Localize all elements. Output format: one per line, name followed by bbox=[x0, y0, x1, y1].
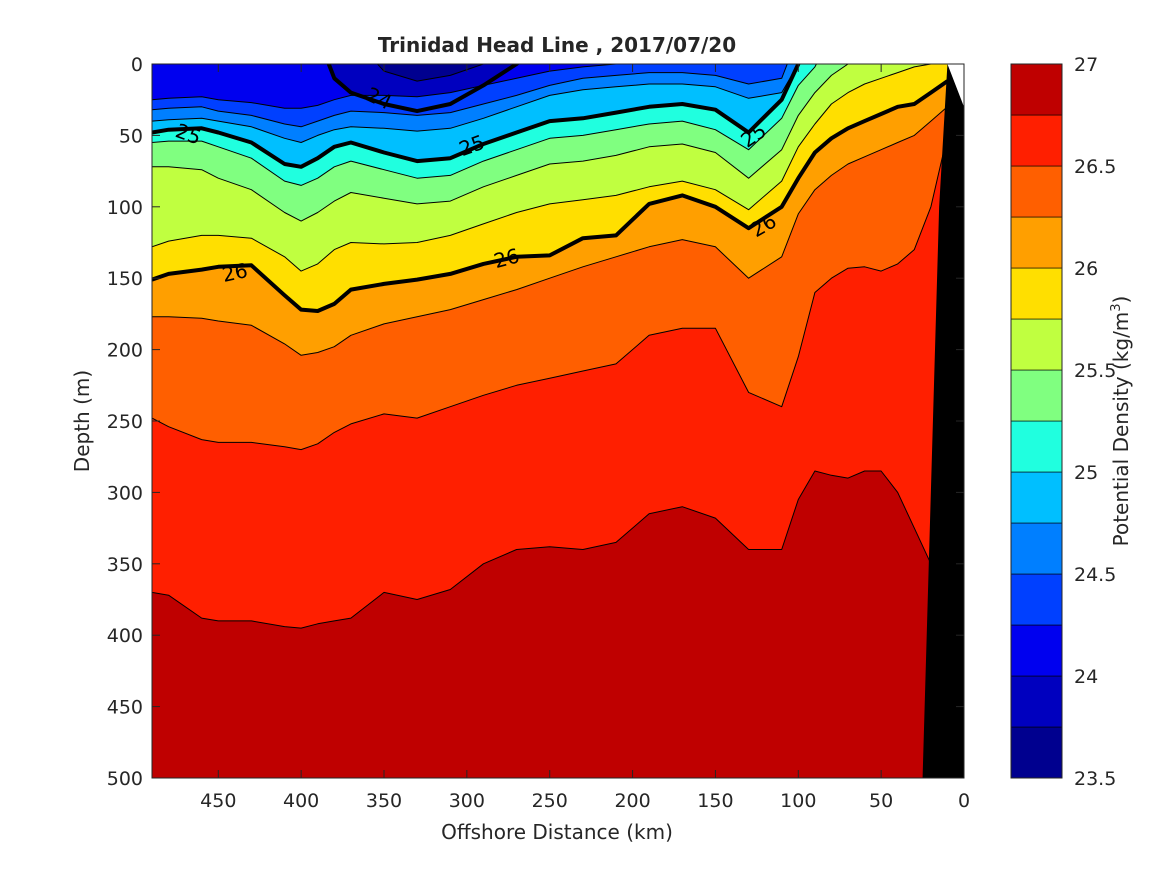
colorbar-tick-label-25-5: 25.5 bbox=[1074, 360, 1116, 382]
colorbar-band-6 bbox=[1010, 420, 1063, 473]
contour-line-25 bbox=[152, 64, 801, 169]
colorbar-band-7 bbox=[1010, 369, 1063, 422]
contour-line-25-5 bbox=[152, 64, 849, 222]
x-tick-label-0: 0 bbox=[958, 790, 970, 812]
x-tick-label-250: 250 bbox=[532, 790, 568, 812]
seafloor bbox=[922, 64, 964, 778]
contour-line-26-25 bbox=[152, 106, 948, 356]
colorbar-band-12 bbox=[1010, 114, 1063, 167]
colorbar bbox=[1010, 63, 1063, 779]
colorbar-label: Potential Density (kg/m3) bbox=[1109, 296, 1133, 547]
colorbar-band-3 bbox=[1010, 573, 1063, 626]
x-tick-label-150: 150 bbox=[697, 790, 733, 812]
y-tick-label-0: 0 bbox=[131, 54, 143, 76]
colorbar-tick-label-27: 27 bbox=[1074, 54, 1098, 76]
x-tick-label-300: 300 bbox=[449, 790, 485, 812]
x-axis-label: Offshore Distance (km) bbox=[441, 820, 673, 844]
y-axis-ticks: 0 50 100 150 200 250 300 350 400 450 500 bbox=[107, 54, 964, 790]
colorbar-tick-label-23-5: 23.5 bbox=[1074, 768, 1116, 790]
colorbar-band-10 bbox=[1010, 216, 1063, 269]
y-tick-label-500: 500 bbox=[107, 768, 143, 790]
x-tick-label-50: 50 bbox=[869, 790, 893, 812]
x-tick-label-200: 200 bbox=[614, 790, 650, 812]
colorbar-band-13 bbox=[1010, 63, 1063, 116]
x-tick-label-400: 400 bbox=[283, 790, 319, 812]
contour-lines bbox=[152, 64, 949, 629]
y-tick-label-350: 350 bbox=[107, 554, 143, 576]
x-tick-label-100: 100 bbox=[780, 790, 816, 812]
contour-fills bbox=[152, 64, 964, 778]
y-tick-label-250: 250 bbox=[107, 411, 143, 433]
contour-line-26 bbox=[152, 79, 949, 313]
colorbar-band-11 bbox=[1010, 165, 1063, 218]
contour-line-24-25 bbox=[152, 64, 783, 109]
fill-band-above-26-75 bbox=[152, 471, 948, 778]
colorbar-tick-label-24: 24 bbox=[1074, 666, 1098, 688]
y-tick-label-200: 200 bbox=[107, 340, 143, 362]
colorbar-band-8 bbox=[1010, 318, 1063, 371]
y-tick-label-300: 300 bbox=[107, 482, 143, 504]
colorbar-band-2 bbox=[1010, 624, 1063, 677]
contour-line-26-5 bbox=[152, 135, 948, 451]
colorbar-frame bbox=[1010, 63, 1063, 779]
colorbar-tick-label-25: 25 bbox=[1074, 462, 1098, 484]
colorbar-band-0 bbox=[1010, 726, 1063, 779]
x-tick-label-450: 450 bbox=[200, 790, 236, 812]
contour-line-25-75 bbox=[152, 64, 948, 272]
colorbar-band-1 bbox=[1010, 675, 1063, 728]
colorbar-label-end: ) bbox=[1109, 296, 1133, 304]
colorbar-tick-label-24-5: 24.5 bbox=[1074, 564, 1116, 586]
colorbar-tick-label-26: 26 bbox=[1074, 258, 1098, 280]
x-axis-ticks: 450 400 350 300 250 200 150 100 50 0 bbox=[200, 64, 970, 812]
seafloor-mask bbox=[922, 64, 964, 778]
y-axis-label: Depth (m) bbox=[70, 370, 94, 472]
y-tick-label-100: 100 bbox=[107, 197, 143, 219]
y-tick-label-50: 50 bbox=[119, 125, 143, 147]
colorbar-band-9 bbox=[1010, 267, 1063, 320]
y-tick-label-400: 400 bbox=[107, 625, 143, 647]
y-tick-label-450: 450 bbox=[107, 697, 143, 719]
colorbar-band-5 bbox=[1010, 471, 1063, 524]
contour-label-26: 26 bbox=[220, 258, 250, 287]
y-tick-label-150: 150 bbox=[107, 268, 143, 290]
colorbar-label-main: Potential Density (kg/m bbox=[1109, 312, 1133, 547]
chart-title: Trinidad Head Line , 2017/07/20 bbox=[378, 33, 736, 57]
nodata-wedge bbox=[947, 64, 964, 107]
colorbar-ticks: 23.5 24 24.5 25 25.5 26 26.5 27 bbox=[1074, 54, 1116, 790]
colorbar-label-sup: 3 bbox=[1109, 303, 1124, 311]
x-tick-label-350: 350 bbox=[366, 790, 402, 812]
colorbar-tick-label-26-5: 26.5 bbox=[1074, 156, 1116, 178]
contour-line-24-75 bbox=[152, 64, 799, 143]
contour-line-24-5 bbox=[152, 64, 788, 128]
contour-line-25-25 bbox=[152, 64, 817, 186]
colorbar-band-4 bbox=[1010, 522, 1063, 575]
contour-line-26-75 bbox=[152, 470, 948, 629]
